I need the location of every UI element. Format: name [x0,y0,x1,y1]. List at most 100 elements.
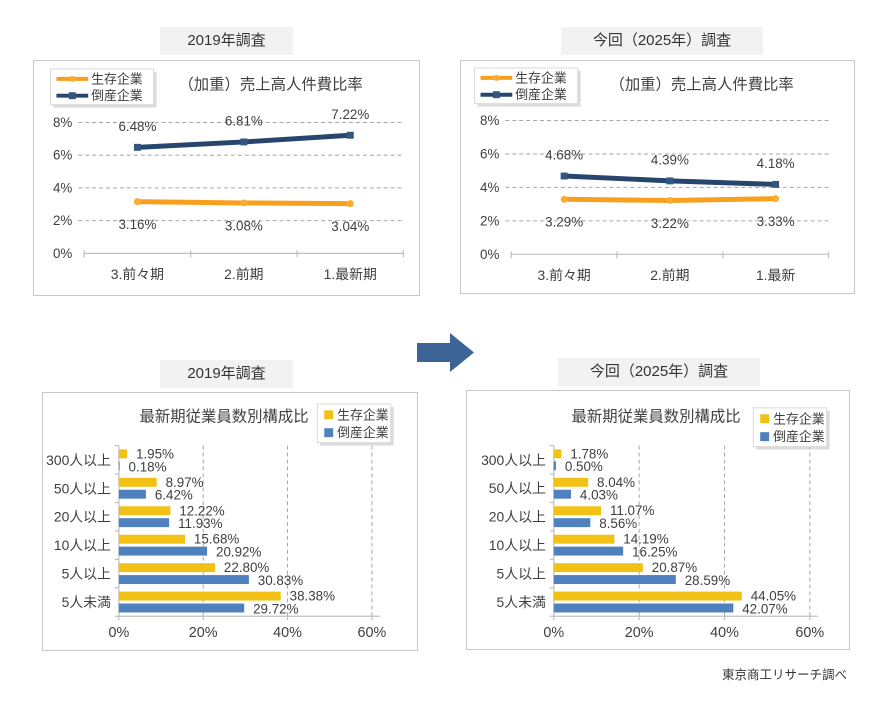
bar-survive [118,563,216,573]
data-label: 29.72% [253,601,298,616]
y-axis-labels: 0% 2% 4% 6% 8% [480,113,499,262]
y-tick-label: 4% [53,180,72,195]
right-arrow-icon [417,333,474,372]
data-label: 6.48% [118,119,156,134]
bar-survive [553,534,615,544]
data-label: 7.22% [331,107,369,122]
category-label: 300人以上 [481,452,546,468]
data-label: 8.56% [599,516,637,531]
data-label: 22.80% [224,560,269,575]
data-label: 4.39% [651,153,689,168]
panel-title-bar-2019: 2019年調査 [160,360,293,388]
series-line-survive: 3.16% 3.08% 3.04% [118,198,369,234]
bar-bankrupt [118,489,146,499]
data-label: 28.59% [685,573,730,588]
legend-label: 倒産企業 [337,425,389,440]
panel-title-line-2025: 今回（2025年）調査 [561,27,763,55]
gridlines [202,445,373,617]
point-marker [560,172,568,180]
category-label: 10人以上 [54,537,111,553]
legend-square-marker [324,410,334,420]
bar-bankrupt [553,546,624,556]
bar-survive [118,449,128,459]
line-chart-2025-canvas: 0% 2% 4% 6% 8% 3.前々期 2.前期 1.最新 3.29% 3.22% 3.33% 4.… [474,67,830,283]
bar-survive [553,506,602,516]
x-category-label: 3.前々期 [111,266,164,282]
y-tick-label: 0% [53,246,72,261]
y-tick-label: 2% [53,213,72,228]
x-tick-label: 40% [710,625,739,641]
data-label: 1.95% [136,446,174,461]
point-marker [240,199,248,207]
y-tick-label: 6% [53,148,72,163]
legend-item-bankrupt: 倒産企業 [760,429,825,444]
bar-bankrupt [553,489,572,499]
bar-chart-2019-canvas: 0% 20% 40% 60% 300人以上 50人以上 20人以上 10人以上 5人以上 5人未満… [46,403,394,641]
gridlines [505,119,829,222]
data-label: 11.07% [610,503,654,518]
x-category-label: 2.前期 [224,266,263,282]
bar-chart-2025-canvas: 0% 20% 40% 60% 300人以上 50人以上 20人以上 10人以上 5人以上 5人未満… [481,407,830,641]
data-label: 0.18% [129,459,167,474]
axes [114,444,380,621]
x-tick-label: 60% [358,625,387,641]
line-chart-2025-panel: 0% 2% 4% 6% 8% 3.前々期 2.前期 1.最新 3.29% 3.22% 3.33% 4.… [460,60,855,294]
legend-item-bankrupt: 倒産企業 [324,425,389,440]
series-line-survive: 3.29% 3.22% 3.33% [545,195,795,231]
y-tick-label: 0% [480,247,499,262]
x-axis [83,250,405,258]
bar-survive [553,449,562,459]
data-label: 14.19% [623,532,668,547]
bar-bankrupt [118,546,208,556]
point-marker [346,200,354,208]
y-axis-labels: 0% 2% 4% 6% 8% [53,115,72,261]
x-tick-label: 20% [189,625,218,641]
data-label: 0.50% [565,459,603,474]
legend-label: 生存企業 [337,407,389,422]
x-category-label: 1.最新 [756,267,795,283]
bar-survive [118,506,171,516]
data-label: 1.78% [570,446,608,461]
point-marker [240,138,248,146]
bar-survive [118,591,281,601]
right-arrow-shape [417,333,474,372]
line-chart-2019-panel: 0% 2% 4% 6% 8% 3.前々期 2.前期 1.最新期 3.16% 3.08% 3.04% 6… [33,60,420,296]
legend-label: 倒産企業 [773,429,825,444]
y-tick-label: 8% [53,115,72,130]
category-labels: 300人以上 50人以上 20人以上 10人以上 5人以上 5人未満 [46,452,111,610]
x-axis-labels: 0% 20% 40% 60% [543,625,824,641]
category-label: 300人以上 [46,452,111,468]
point-marker [666,196,674,204]
y-tick-label: 6% [480,146,499,161]
point-marker [666,177,674,185]
x-category-labels: 3.前々期 2.前期 1.最新 [538,267,796,283]
data-label: 15.68% [194,532,239,547]
gridlines [638,445,811,617]
data-label: 42.07% [742,601,787,616]
legend-label: 生存企業 [515,70,567,85]
data-label: 6.42% [155,488,193,503]
bar-bankrupt [553,518,591,528]
chart-title: 最新期従業員数別構成比 [571,407,740,425]
data-label: 3.33% [757,214,795,229]
data-label: 8.04% [597,475,635,490]
data-label: 4.18% [757,156,795,171]
x-tick-label: 40% [273,625,302,641]
category-label: 5人以上 [62,566,111,582]
data-label: 16.25% [632,545,677,560]
legend-point-marker [492,91,500,99]
x-category-label: 3.前々期 [538,267,591,283]
x-axis-labels: 0% 20% 40% 60% [108,625,386,641]
x-category-label: 2.前期 [650,267,689,283]
bar-survive [553,477,589,487]
legend-box [50,68,155,106]
legend-label: 生存企業 [773,411,825,426]
point-marker [133,143,141,151]
legend-point-marker [493,74,500,81]
data-label: 20.92% [216,545,261,560]
category-label: 5人以上 [497,566,546,582]
legend-label: 倒産企業 [91,88,143,103]
